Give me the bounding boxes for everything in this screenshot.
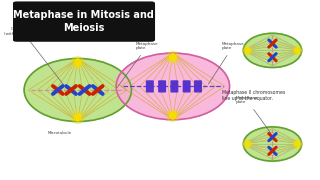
Ellipse shape	[116, 53, 229, 120]
FancyBboxPatch shape	[183, 80, 191, 93]
Ellipse shape	[72, 56, 84, 69]
Ellipse shape	[243, 139, 252, 149]
Text: Metaphase
plate: Metaphase plate	[117, 42, 158, 88]
Ellipse shape	[170, 112, 176, 119]
Ellipse shape	[24, 58, 132, 122]
Ellipse shape	[72, 111, 84, 124]
Ellipse shape	[75, 59, 81, 66]
Ellipse shape	[170, 54, 176, 61]
FancyBboxPatch shape	[13, 1, 155, 42]
Ellipse shape	[245, 48, 250, 53]
Ellipse shape	[243, 127, 302, 161]
FancyBboxPatch shape	[146, 80, 154, 93]
Text: Metaphase
plate: Metaphase plate	[208, 42, 244, 84]
Ellipse shape	[243, 33, 302, 68]
Ellipse shape	[292, 139, 302, 149]
Text: Metaphase II chromosomes
line up at the equator.: Metaphase II chromosomes line up at the …	[222, 90, 285, 101]
Ellipse shape	[292, 46, 302, 55]
Text: Metaphase
plate: Metaphase plate	[236, 96, 271, 133]
Text: Metaphase in Mitosis and
Meiosis: Metaphase in Mitosis and Meiosis	[13, 10, 154, 33]
Ellipse shape	[243, 46, 252, 55]
Ellipse shape	[167, 51, 179, 64]
Text: Centromere
(with kinetochore): Centromere (with kinetochore)	[4, 27, 64, 85]
FancyBboxPatch shape	[158, 80, 166, 93]
Ellipse shape	[167, 109, 179, 122]
Ellipse shape	[245, 141, 250, 147]
Ellipse shape	[295, 48, 300, 53]
FancyBboxPatch shape	[170, 80, 178, 93]
Ellipse shape	[295, 141, 300, 147]
Ellipse shape	[75, 114, 81, 121]
FancyBboxPatch shape	[194, 80, 202, 93]
Text: Microtubule: Microtubule	[47, 130, 71, 134]
